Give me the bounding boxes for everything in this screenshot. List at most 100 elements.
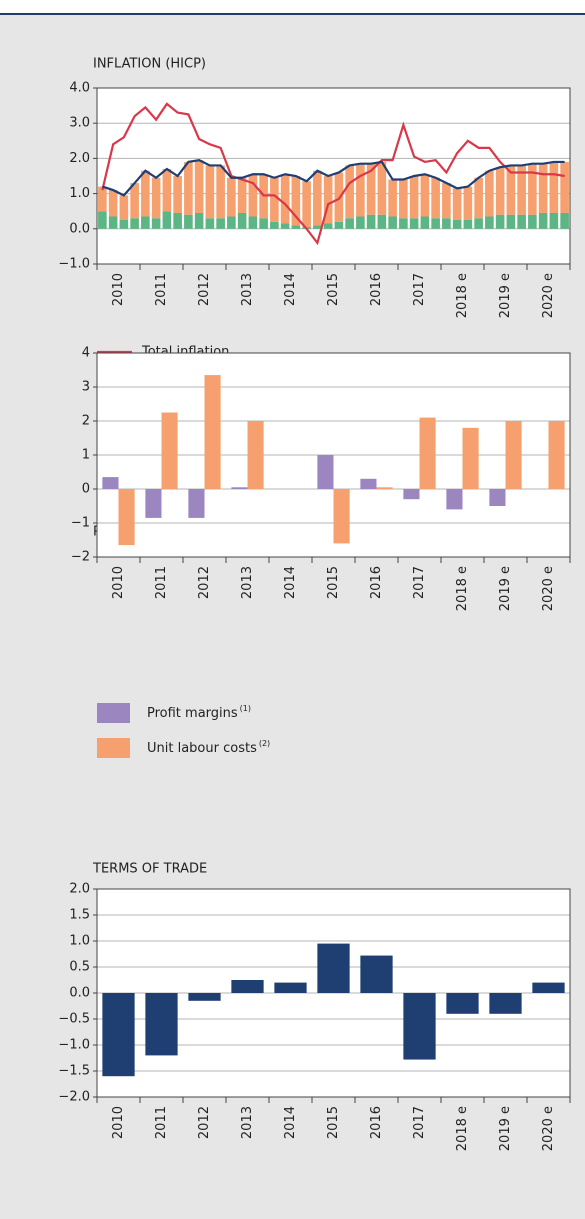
bar — [462, 427, 479, 489]
bar-segment — [388, 216, 397, 229]
bar-segment — [194, 212, 204, 229]
y-tick-label: 0.0 — [69, 221, 90, 236]
legend-name: Unit labour costs — [147, 741, 257, 756]
y-tick-label: 1 — [82, 448, 90, 463]
bar — [403, 489, 420, 500]
bar-segment — [151, 177, 161, 219]
bar-segment — [474, 218, 483, 229]
x-tick-label: 2019 e — [498, 566, 513, 611]
bar-segment — [452, 220, 462, 229]
bar-segment — [130, 218, 139, 229]
y-tick-label: −2.0 — [58, 1090, 90, 1105]
bar-segment — [399, 218, 408, 229]
bar — [548, 421, 565, 489]
y-tick-label: 0.0 — [69, 986, 90, 1001]
bar-segment — [345, 218, 354, 229]
x-tick-label: 2020 e — [541, 566, 556, 611]
y-tick-label: 2 — [82, 414, 90, 429]
legend-name: Profit margins — [147, 706, 238, 721]
bar — [532, 982, 565, 993]
x-tick-label: 2017 — [412, 566, 427, 599]
bar-segment — [108, 216, 118, 229]
bar-segment — [399, 179, 408, 219]
bar-segment — [528, 214, 537, 229]
bar-segment — [151, 218, 161, 229]
x-tick-label: 2013 — [240, 1106, 255, 1139]
bar-segment — [463, 186, 473, 220]
line-series — [101, 102, 565, 246]
bar-segment — [345, 165, 354, 219]
bar — [161, 412, 178, 489]
bar-segment — [560, 161, 569, 213]
x-tick-label: 2011 — [154, 273, 169, 306]
bar-segment — [141, 216, 150, 229]
bar — [376, 487, 393, 489]
bar — [505, 421, 522, 489]
chart-title: TERMS OF TRADE — [92, 862, 207, 877]
bar — [118, 489, 135, 546]
bar-segment — [259, 218, 268, 229]
bar-segment — [173, 176, 182, 213]
bar-segment — [98, 211, 107, 229]
y-tick-label: 4 — [82, 346, 90, 361]
bar-segment — [162, 168, 172, 212]
legend-label: Profit margins (1) — [147, 704, 251, 721]
x-tick-label: 2016 — [369, 1106, 384, 1139]
bar-segment — [409, 176, 419, 219]
bar-segment — [323, 223, 333, 229]
bar — [317, 943, 350, 993]
bar-segment — [420, 216, 430, 229]
bar-segment — [141, 170, 150, 217]
bar-segment — [388, 179, 397, 217]
bar-segment — [485, 216, 494, 229]
bar-segment — [431, 177, 440, 219]
bar-segment — [560, 212, 569, 229]
x-tick-label: 2020 e — [541, 1106, 556, 1151]
legend-swatch — [97, 738, 130, 758]
y-tick-label: 2.0 — [69, 151, 90, 166]
bar-segment — [538, 163, 548, 213]
bar-segment — [205, 165, 215, 219]
bar-segment — [377, 214, 387, 229]
bar — [204, 375, 221, 489]
bar-segment — [162, 211, 172, 229]
bar-segment — [495, 214, 505, 229]
x-tick-label: 2014 — [283, 566, 298, 599]
y-tick-label: 0 — [82, 482, 90, 497]
bar-segment — [184, 161, 193, 215]
bar-segment — [463, 220, 473, 229]
x-tick-label: 2013 — [240, 566, 255, 599]
bar — [360, 478, 377, 489]
bar-segment — [237, 177, 247, 213]
bar-segment — [130, 183, 139, 219]
bar-segment — [366, 163, 376, 215]
y-tick-label: 0.5 — [69, 960, 90, 975]
x-tick-label: 2016 — [369, 273, 384, 306]
bar-segment — [237, 212, 247, 229]
bar-segment — [280, 223, 290, 229]
x-tick-label: 2010 — [111, 566, 126, 599]
bar-segment — [291, 225, 301, 229]
y-tick-label: −0.5 — [58, 1012, 90, 1027]
bar-segment — [377, 161, 387, 215]
bar-segment — [517, 214, 526, 229]
bar-segment — [119, 220, 129, 229]
x-tick-label: 2019 e — [498, 1106, 513, 1151]
bar-segment — [280, 174, 290, 224]
x-tick-label: 2011 — [154, 566, 169, 599]
bar-segment — [506, 214, 516, 229]
x-tick-label: 2015 — [326, 566, 341, 599]
bar-segment — [528, 163, 537, 215]
x-tick-label: 2014 — [283, 1106, 298, 1139]
bar — [489, 489, 506, 506]
legend-footnote: (2) — [259, 739, 270, 748]
bar-segment — [291, 176, 301, 226]
x-tick-label: 2017 — [412, 1106, 427, 1139]
x-tick-label: 2012 — [197, 566, 212, 599]
bar-segment — [184, 214, 193, 229]
x-tick-label: 2019 e — [498, 273, 513, 318]
plot-frame — [96, 87, 571, 265]
bar-segment — [356, 216, 365, 229]
